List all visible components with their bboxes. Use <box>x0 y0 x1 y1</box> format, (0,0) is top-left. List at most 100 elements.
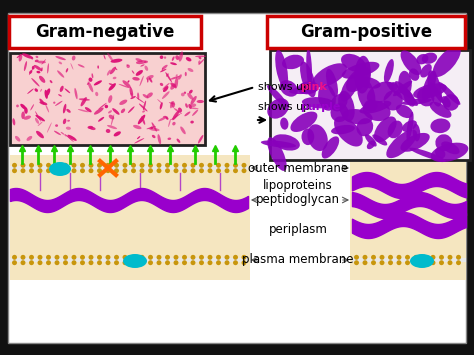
Ellipse shape <box>47 122 52 133</box>
Ellipse shape <box>61 132 64 135</box>
Ellipse shape <box>165 116 168 120</box>
Ellipse shape <box>280 80 298 97</box>
Ellipse shape <box>130 96 136 99</box>
Text: pink: pink <box>300 82 327 92</box>
Ellipse shape <box>282 55 304 69</box>
Ellipse shape <box>78 64 85 67</box>
Ellipse shape <box>156 260 162 265</box>
Ellipse shape <box>374 116 397 142</box>
Ellipse shape <box>149 77 153 83</box>
Ellipse shape <box>158 116 167 121</box>
Ellipse shape <box>162 65 168 70</box>
Text: Gram-negative: Gram-negative <box>35 23 175 41</box>
Ellipse shape <box>395 81 412 98</box>
Ellipse shape <box>140 64 145 67</box>
FancyBboxPatch shape <box>267 16 465 48</box>
Ellipse shape <box>46 255 51 260</box>
Text: outer membrane: outer membrane <box>248 162 348 175</box>
Ellipse shape <box>49 162 71 176</box>
Ellipse shape <box>152 135 155 138</box>
Ellipse shape <box>50 80 53 83</box>
Ellipse shape <box>71 63 73 70</box>
Ellipse shape <box>157 134 161 144</box>
Ellipse shape <box>97 65 99 69</box>
Ellipse shape <box>182 255 187 260</box>
Text: plasma membrane: plasma membrane <box>242 253 354 267</box>
Ellipse shape <box>105 105 108 108</box>
Ellipse shape <box>106 260 110 265</box>
Ellipse shape <box>27 136 32 141</box>
Ellipse shape <box>177 138 180 143</box>
Ellipse shape <box>15 136 20 142</box>
Ellipse shape <box>114 260 119 265</box>
Ellipse shape <box>12 118 15 125</box>
Ellipse shape <box>36 71 40 73</box>
Ellipse shape <box>199 168 204 173</box>
Ellipse shape <box>187 93 193 100</box>
Ellipse shape <box>148 255 153 260</box>
Ellipse shape <box>388 121 403 138</box>
Ellipse shape <box>410 254 434 268</box>
Ellipse shape <box>165 163 170 168</box>
Ellipse shape <box>403 90 415 106</box>
Ellipse shape <box>156 255 162 260</box>
Ellipse shape <box>172 110 180 120</box>
Ellipse shape <box>191 255 195 260</box>
Ellipse shape <box>401 133 430 152</box>
Ellipse shape <box>80 168 85 173</box>
Ellipse shape <box>406 112 414 141</box>
Ellipse shape <box>30 104 34 110</box>
Ellipse shape <box>146 126 156 129</box>
Ellipse shape <box>167 137 171 140</box>
Ellipse shape <box>63 119 66 124</box>
Ellipse shape <box>35 60 39 62</box>
Ellipse shape <box>331 125 355 134</box>
Ellipse shape <box>22 53 33 59</box>
Ellipse shape <box>55 101 63 106</box>
Ellipse shape <box>280 118 289 130</box>
Ellipse shape <box>189 90 193 94</box>
Ellipse shape <box>34 65 42 71</box>
Ellipse shape <box>405 260 410 265</box>
Ellipse shape <box>127 65 130 68</box>
Ellipse shape <box>435 148 446 158</box>
Ellipse shape <box>160 83 163 86</box>
Ellipse shape <box>359 101 392 114</box>
Ellipse shape <box>172 122 176 125</box>
Ellipse shape <box>447 255 453 260</box>
Ellipse shape <box>393 81 412 96</box>
Ellipse shape <box>300 61 316 97</box>
Ellipse shape <box>216 260 221 265</box>
Ellipse shape <box>66 68 68 72</box>
Ellipse shape <box>198 60 201 64</box>
Ellipse shape <box>131 255 136 260</box>
Ellipse shape <box>326 69 338 97</box>
Ellipse shape <box>143 101 146 110</box>
Ellipse shape <box>267 85 288 107</box>
Ellipse shape <box>131 168 136 173</box>
Ellipse shape <box>63 163 68 168</box>
Ellipse shape <box>109 115 114 120</box>
Ellipse shape <box>173 260 179 265</box>
Ellipse shape <box>59 61 62 64</box>
Ellipse shape <box>12 163 17 168</box>
Ellipse shape <box>156 163 162 168</box>
Ellipse shape <box>439 255 444 260</box>
Ellipse shape <box>139 255 145 260</box>
Ellipse shape <box>55 260 59 265</box>
Ellipse shape <box>242 168 246 173</box>
Ellipse shape <box>405 255 410 260</box>
Ellipse shape <box>169 102 175 104</box>
Ellipse shape <box>139 168 145 173</box>
Bar <box>10 258 248 262</box>
Ellipse shape <box>89 163 93 168</box>
Bar <box>10 155 250 280</box>
Text: lipoproteins: lipoproteins <box>263 179 333 191</box>
Ellipse shape <box>173 163 179 168</box>
Ellipse shape <box>397 255 401 260</box>
Ellipse shape <box>27 88 34 94</box>
Ellipse shape <box>39 76 46 83</box>
Ellipse shape <box>318 84 336 111</box>
Ellipse shape <box>121 109 125 113</box>
Ellipse shape <box>66 127 71 130</box>
